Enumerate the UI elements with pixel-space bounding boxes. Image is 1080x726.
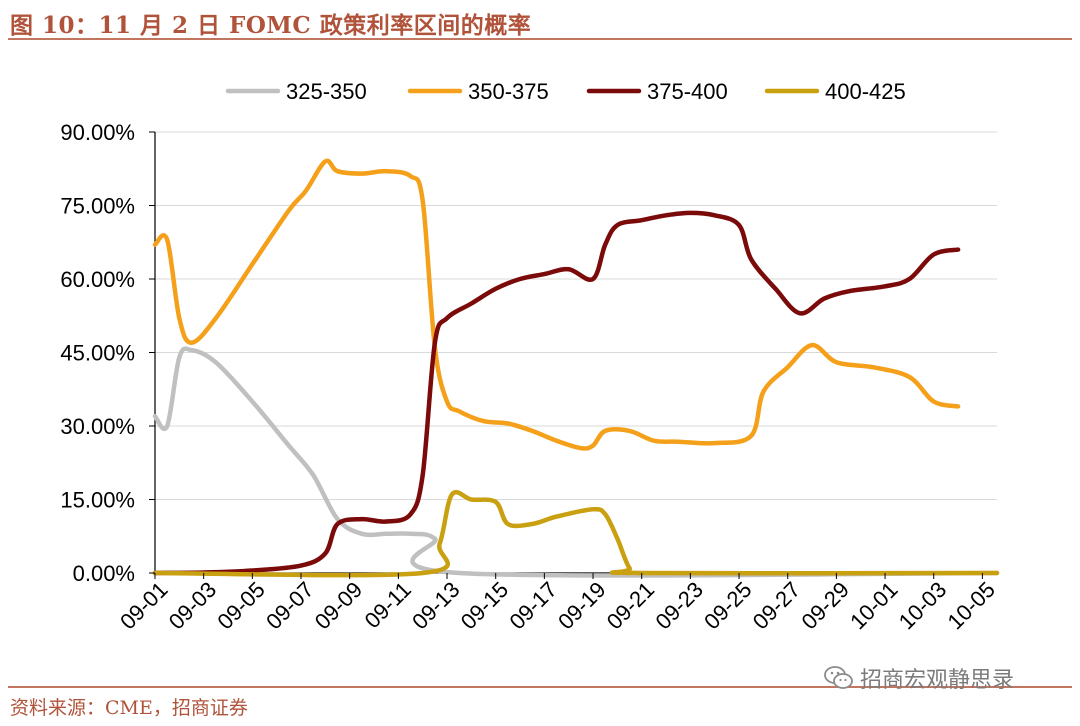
y-tick-label: 75.00%	[60, 194, 135, 219]
x-tick-label: 10-01	[845, 577, 902, 634]
x-tick-label: 09-25	[699, 577, 756, 634]
source-note: 资料来源：CME，招商证券	[10, 697, 248, 719]
x-tick-label: 09-21	[602, 577, 659, 634]
title-rule	[8, 38, 1072, 40]
y-tick-label: 90.00%	[60, 120, 135, 145]
watermark-label: 招商宏观静思录	[860, 668, 1015, 693]
x-tick-label: 09-07	[261, 577, 318, 634]
x-tick-label: 09-05	[212, 577, 269, 634]
x-tick-label: 09-03	[164, 577, 221, 634]
y-tick-label: 0.00%	[73, 561, 135, 586]
legend-label-350-375: 350-375	[468, 79, 549, 104]
grid-lines	[155, 131, 997, 500]
x-tick-label: 09-15	[456, 577, 513, 634]
legend: 325-350 350-375 375-400 400-425	[225, 79, 906, 104]
x-tick-label: 09-11	[360, 577, 416, 633]
legend-label-400-425: 400-425	[825, 79, 906, 104]
legend-label-375-400: 375-400	[647, 79, 728, 104]
y-tick-label: 30.00%	[60, 414, 135, 439]
x-tick-label: 09-13	[407, 577, 464, 634]
x-axis-ticks: 09-0109-0309-0509-0709-0909-1109-1309-15…	[115, 573, 1000, 634]
x-tick-label: 10-03	[894, 577, 951, 634]
series-line-325-350	[152, 346, 1000, 578]
y-tick-label: 45.00%	[60, 341, 135, 366]
x-tick-label: 09-17	[504, 577, 561, 634]
x-tick-label: 09-19	[553, 577, 610, 634]
y-tick-label: 60.00%	[60, 267, 135, 292]
x-tick-label: 09-29	[796, 577, 853, 634]
x-tick-label: 09-23	[650, 577, 707, 634]
wechat-icon	[824, 666, 853, 689]
watermark: 招商宏观静思录	[824, 662, 1014, 694]
y-axis-ticks: 0.00% 15.00% 30.00% 45.00% 60.00% 75.00% 90.00…	[60, 120, 155, 586]
series-line-375-400	[152, 210, 961, 576]
series-line-350-375	[152, 158, 961, 451]
x-tick-label: 10-05	[942, 577, 999, 634]
x-tick-label: 09-27	[748, 577, 805, 634]
series-line-400-425	[152, 489, 1000, 578]
series-lines	[152, 158, 1000, 578]
figure-title: 图 10：11 月 2 日 FOMC 政策利率区间的概率	[10, 12, 532, 39]
legend-label-325-350: 325-350	[286, 79, 367, 104]
source-rule	[8, 686, 1072, 688]
x-tick-label: 09-09	[310, 577, 367, 634]
y-tick-label: 15.00%	[60, 488, 135, 513]
